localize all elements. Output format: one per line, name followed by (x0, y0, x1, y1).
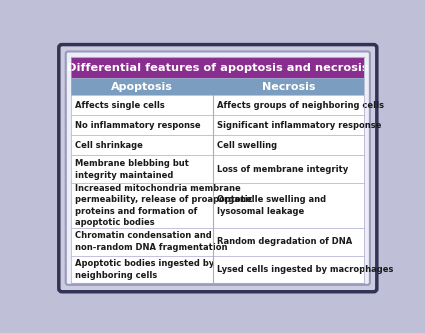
FancyBboxPatch shape (66, 52, 370, 285)
Text: Increased mitochondria membrane
permeability, release of proapoptotic
proteins a: Increased mitochondria membrane permeabi… (75, 184, 253, 227)
Bar (71, 95, 365, 283)
Text: Loss of membrane integrity: Loss of membrane integrity (217, 165, 348, 174)
Bar (71, 57, 365, 79)
Text: Necrosis: Necrosis (262, 82, 316, 92)
Text: Affects groups of neighboring cells: Affects groups of neighboring cells (217, 101, 384, 110)
Text: Differential features of apoptosis and necrosis: Differential features of apoptosis and n… (67, 63, 368, 73)
Text: Organelle swelling and
lysosomal leakage: Organelle swelling and lysosomal leakage (217, 195, 326, 216)
Text: Random degradation of DNA: Random degradation of DNA (217, 237, 352, 246)
Text: Apoptotic bodies ingested by
neighboring cells: Apoptotic bodies ingested by neighboring… (75, 259, 214, 280)
Text: Cell swelling: Cell swelling (217, 141, 278, 150)
Text: No inflammatory response: No inflammatory response (75, 121, 201, 130)
Text: Lysed cells ingested by macrophages: Lysed cells ingested by macrophages (217, 265, 394, 274)
Text: Membrane blebbing but
integrity maintained: Membrane blebbing but integrity maintain… (75, 159, 189, 179)
Text: Significant inflammatory response: Significant inflammatory response (217, 121, 382, 130)
Text: Chromatin condensation and
non-random DNA fragmentation: Chromatin condensation and non-random DN… (75, 231, 227, 252)
FancyBboxPatch shape (59, 45, 377, 292)
Text: Apoptosis: Apoptosis (111, 82, 173, 92)
Text: Affects single cells: Affects single cells (75, 101, 165, 110)
Bar (71, 79, 365, 95)
Text: Cell shrinkage: Cell shrinkage (75, 141, 143, 150)
